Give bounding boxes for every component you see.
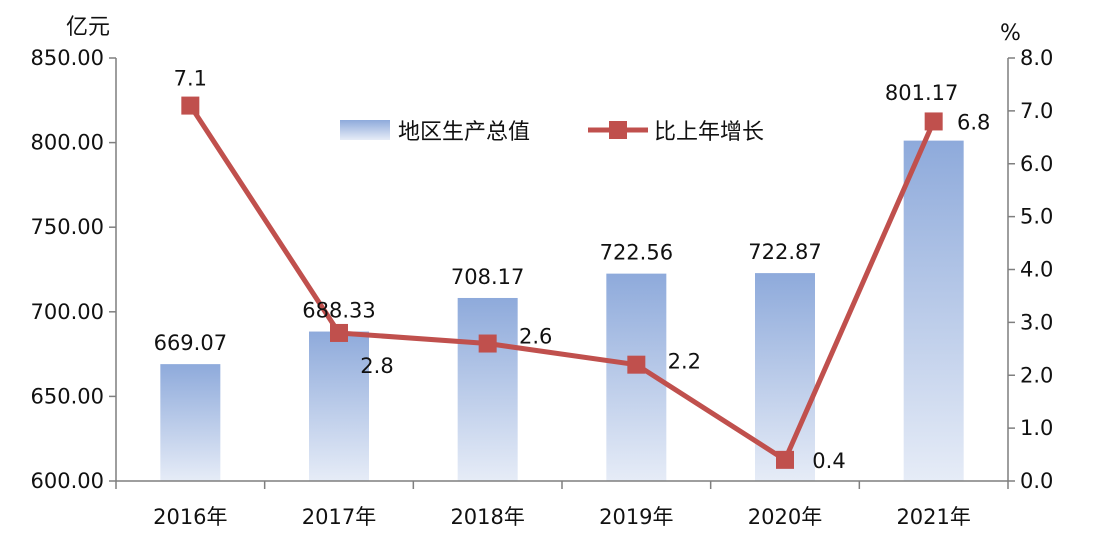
growth-marker-2017年 <box>330 323 348 342</box>
growth-line <box>188 104 936 463</box>
legend-bar-swatch <box>340 120 390 140</box>
growth-marker-2018年 <box>478 334 497 353</box>
right-tick-label: 7.0 <box>1020 99 1053 123</box>
line-value-label: 2.6 <box>519 325 552 349</box>
left-tick-label: 850.00 <box>31 46 104 70</box>
bar-series <box>160 140 964 481</box>
left-tick-label: 800.00 <box>31 131 104 155</box>
x-tick-label: 2021年 <box>896 505 970 529</box>
line-value-label: 2.8 <box>360 354 393 378</box>
left-tick-label: 700.00 <box>31 300 104 324</box>
bar-value-label: 722.56 <box>600 241 673 265</box>
x-tick-label: 2017年 <box>302 505 376 529</box>
growth-marker-2020年 <box>776 450 794 469</box>
right-tick-label: 4.0 <box>1020 258 1053 282</box>
bar-2017年 <box>309 331 369 481</box>
left-tick-label: 750.00 <box>31 215 104 239</box>
x-tick-label: 2020年 <box>748 505 822 529</box>
bar-value-label: 688.33 <box>302 299 375 323</box>
right-tick-label: 0.0 <box>1020 469 1053 493</box>
bar-2020年 <box>755 273 815 481</box>
right-axis-unit: % <box>1000 21 1021 46</box>
legend: 地区生产总值 比上年增长 <box>340 120 764 145</box>
bar-2016年 <box>160 364 221 481</box>
bar-2018年 <box>457 297 518 481</box>
right-tick-label: 3.0 <box>1020 310 1053 334</box>
growth-marker-2016年 <box>181 96 200 115</box>
bar-value-label: 722.87 <box>748 240 821 264</box>
bar-2021年 <box>903 140 964 481</box>
legend-line-label: 比上年增长 <box>654 120 764 145</box>
growth-marker-2019年 <box>627 355 646 374</box>
line-series <box>181 96 943 469</box>
legend-line-marker <box>609 121 627 139</box>
data-labels: 669.07 688.33 708.17 722.56 722.87 801.17 7.1 2… <box>154 67 991 473</box>
x-tick-label: 2016年 <box>153 505 227 529</box>
axes: 600.00 650.00 700.00 750.00 800.00 850.00 0.0 1… <box>31 46 1054 529</box>
line-value-label: 2.2 <box>668 350 701 374</box>
left-tick-label: 600.00 <box>31 469 104 493</box>
bar-value-label: 801.17 <box>885 81 958 105</box>
right-tick-label: 1.0 <box>1020 416 1053 440</box>
line-value-label: 0.4 <box>812 449 845 473</box>
x-tick-label: 2018年 <box>450 505 524 529</box>
line-value-label: 7.1 <box>174 67 207 91</box>
bar-value-label: 708.17 <box>451 265 524 289</box>
legend-bar-label: 地区生产总值 <box>398 120 530 145</box>
right-tick-label: 6.0 <box>1020 152 1053 176</box>
left-tick-label: 650.00 <box>31 384 104 408</box>
right-tick-label: 2.0 <box>1020 363 1053 387</box>
growth-marker-2021年 <box>924 112 943 131</box>
right-tick-label: 5.0 <box>1020 205 1053 229</box>
bar-value-label: 669.07 <box>154 331 227 355</box>
x-tick-label: 2019年 <box>599 505 673 529</box>
left-axis-unit: 亿元 <box>66 15 110 40</box>
line-value-label: 6.8 <box>957 110 990 134</box>
right-tick-label: 8.0 <box>1020 46 1053 70</box>
